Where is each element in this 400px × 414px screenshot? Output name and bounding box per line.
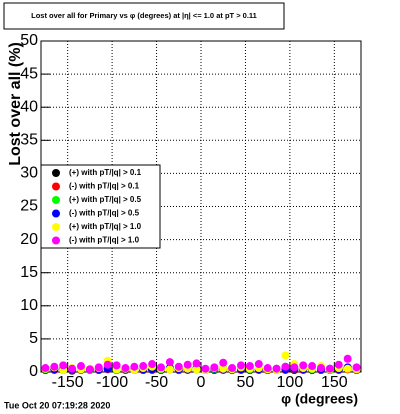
legend-marker [52, 236, 60, 245]
point [50, 362, 59, 371]
point [299, 361, 308, 370]
point [343, 354, 352, 363]
y-tick-label: 25 [20, 198, 38, 215]
point [352, 363, 361, 372]
point [317, 364, 325, 373]
point [68, 364, 77, 373]
point [165, 365, 174, 374]
point [210, 363, 219, 372]
legend-marker [52, 209, 60, 218]
point [85, 365, 94, 374]
point [263, 364, 272, 373]
y-tick-label: 0 [29, 363, 38, 380]
legend-marker [52, 169, 60, 177]
legend-label: (+) with pT/|q| > 0.5 [69, 195, 142, 204]
y-tick-label: 35 [20, 132, 38, 149]
point [290, 363, 299, 372]
point [148, 360, 157, 369]
legend-label: (-) with pT/|q| > 0.1 [69, 182, 140, 191]
x-tick-label: 150 [321, 374, 348, 391]
point [59, 361, 68, 370]
legend-marker [52, 223, 60, 231]
legend-label: (-) with pT/|q| > 1.0 [69, 236, 140, 245]
y-tick-label: 5 [29, 330, 38, 347]
point [308, 362, 317, 371]
y-tick-label: 10 [20, 297, 38, 314]
y-axis-label: Lost over all (%) [7, 42, 24, 166]
point [237, 361, 245, 370]
legend-marker [52, 182, 60, 191]
timestamp: Tue Oct 20 07:19:28 2020 [4, 400, 110, 410]
point [334, 360, 343, 369]
legend-marker [52, 196, 60, 204]
point [228, 364, 237, 373]
legend-label: (+) with pT/|q| > 0.1 [69, 168, 142, 177]
point [192, 365, 201, 374]
title-box [3, 2, 285, 30]
legend-label: (-) with pT/|q| > 0.5 [69, 209, 140, 218]
x-tick-label: 0 [197, 374, 206, 391]
y-tick-label: 45 [20, 65, 38, 82]
point [254, 360, 263, 369]
point [272, 364, 281, 373]
x-axis-label: φ (degrees) [281, 391, 358, 407]
point [219, 364, 228, 373]
point [245, 362, 254, 371]
x-tick-label: 100 [277, 374, 304, 391]
y-tick-label: 15 [20, 264, 38, 281]
point [94, 363, 103, 372]
y-tick-label: 40 [20, 98, 38, 115]
point [103, 360, 112, 369]
point [174, 362, 183, 371]
point [219, 358, 228, 367]
point [343, 364, 352, 373]
point [121, 364, 130, 373]
x-tick-label: 50 [237, 374, 255, 391]
point [201, 364, 210, 373]
point [41, 364, 50, 373]
point [77, 362, 85, 371]
point [325, 364, 334, 373]
point [112, 361, 121, 370]
point [281, 362, 290, 371]
legend-box [40, 164, 161, 249]
legend-label: (+) with pT/|q| > 1.0 [69, 222, 142, 231]
chart-title: Lost over all for Primary vs φ (degrees)… [31, 11, 257, 20]
point [139, 362, 148, 371]
y-tick-label: 30 [20, 165, 38, 182]
point [281, 351, 290, 360]
point [192, 359, 201, 368]
x-tick-label: -150 [52, 374, 84, 391]
point [157, 363, 165, 372]
y-tick-label: 20 [20, 231, 38, 248]
point [130, 362, 139, 371]
x-tick-label: -50 [145, 374, 168, 391]
x-tick-label: -100 [96, 374, 128, 391]
point [165, 358, 174, 367]
point [183, 360, 192, 369]
y-tick-label: 50 [20, 32, 38, 49]
